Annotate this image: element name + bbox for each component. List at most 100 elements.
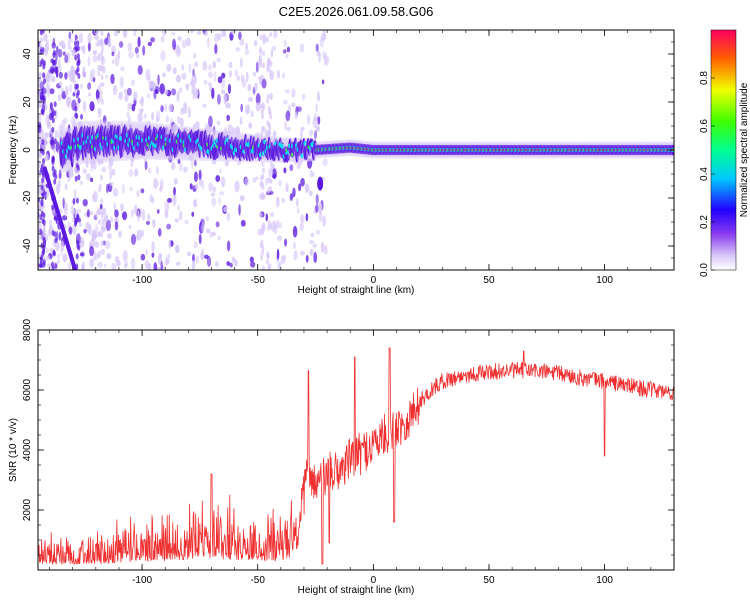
spectrogram-blob	[145, 68, 151, 81]
spectrogram-blob	[44, 132, 48, 138]
spectrogram-blob	[153, 262, 158, 270]
spectrogram-blob	[181, 64, 185, 71]
spectrogram-blob	[60, 40, 66, 49]
spectrogram-blob	[128, 51, 134, 59]
colorbar-ticks: 0.0 0.2 0.4 0.6 0.8	[699, 71, 715, 277]
spectrogram-blob	[164, 209, 169, 219]
spectrogram-blob	[269, 92, 273, 100]
spectrogram-streak	[99, 89, 103, 96]
spectrogram-blob	[80, 113, 84, 120]
spectrogram-streak	[42, 158, 46, 165]
spectrogram-streak	[262, 104, 266, 111]
spectrogram-streak	[262, 62, 266, 69]
spectrogram-blob	[68, 261, 71, 270]
spectrogram-streak	[97, 218, 101, 225]
spectrogram-blob	[124, 260, 129, 267]
x-tick-label: -100	[132, 275, 152, 286]
spectrogram-blob	[136, 234, 139, 242]
spectrogram-streak	[98, 209, 102, 216]
spectrogram-blob	[219, 191, 225, 196]
spectrogram-blob	[132, 91, 138, 101]
spectrogram-streak	[74, 175, 78, 182]
spectrogram-blob	[239, 195, 245, 202]
spectrogram-blob	[56, 183, 61, 195]
spectrogram-blob	[252, 71, 257, 77]
spectrogram-streak	[50, 112, 54, 119]
spectrogram-blob	[71, 49, 77, 57]
spectrogram-streak	[52, 171, 56, 178]
spectrogram-blob	[193, 159, 197, 167]
spectrogram-blob	[54, 129, 59, 139]
spectrogram-blob	[255, 176, 259, 181]
spectrogram-streak	[258, 46, 262, 53]
spectrogram-blob	[72, 92, 76, 97]
spectrogram-streak	[100, 197, 104, 204]
y-tick-label: 4000	[22, 438, 33, 461]
spectrogram-blob	[183, 168, 187, 174]
spectrogram-streak	[259, 212, 263, 219]
spectrogram-blob	[181, 72, 187, 80]
spectrogram-blob	[99, 203, 103, 210]
spectrogram-blob	[147, 167, 152, 174]
spectrogram-blob	[42, 227, 46, 233]
spectrogram-blob	[203, 79, 208, 86]
spectrogram-blob	[87, 82, 92, 90]
spectrogram-blob	[166, 253, 171, 259]
spectrogram-blob	[181, 39, 187, 49]
spectrogram-blob	[57, 58, 61, 70]
spectrogram-blob	[175, 261, 181, 266]
spectrogram-blob	[239, 38, 245, 46]
spectrogram-streak	[266, 93, 270, 100]
y-tick-label: 2000	[22, 498, 33, 521]
spectrogram-blob	[244, 105, 250, 115]
spectrogram-blob	[152, 218, 156, 228]
spectrogram-streak	[77, 174, 81, 181]
spectrogram-blob	[270, 49, 274, 58]
spectrogram-streak	[265, 259, 269, 266]
spectrogram-streak	[51, 165, 55, 172]
spectrogram-blob	[185, 37, 191, 47]
spectrogram-blob	[68, 226, 73, 235]
spectrogram-blob	[171, 162, 176, 171]
spectrogram-streak	[267, 176, 271, 183]
spectrogram-blob	[38, 186, 42, 196]
spectrogram-blob	[229, 70, 232, 78]
spectrogram-streak	[75, 113, 79, 120]
spectrogram-blob	[238, 31, 242, 40]
y-tick-label: -20	[22, 190, 33, 205]
spectrogram-streak	[75, 197, 79, 204]
spectrogram-blob	[222, 30, 227, 38]
x-tick-label: 0	[371, 575, 377, 586]
spectrogram-blob	[285, 53, 289, 59]
spectrogram-blob	[166, 223, 172, 230]
spectrogram-blob	[211, 197, 217, 207]
spectrogram-blob	[219, 168, 222, 174]
spectrogram-blob	[213, 70, 217, 83]
spectrogram-blob	[191, 84, 197, 93]
spectrogram-blob	[244, 177, 250, 187]
spectrogram-blob	[130, 257, 136, 270]
y-tick-label: 40	[22, 48, 33, 60]
x-tick-label: -50	[250, 575, 265, 586]
snr-panel: -100 -50 0 50 100 2000 4000 6000 8000 Height of …	[8, 318, 675, 596]
spectrogram-blob	[282, 72, 285, 79]
spectrogram-blob	[294, 112, 298, 120]
spectrogram-blob	[58, 81, 63, 87]
spectrogram-blob	[49, 88, 55, 95]
spectrogram-blob	[92, 55, 98, 63]
spectrogram-blob	[157, 74, 160, 86]
spectrogram-streak	[269, 31, 273, 38]
spectrogram-blob	[177, 115, 181, 124]
spectrogram-blob	[38, 113, 42, 125]
spectrogram-streak	[268, 130, 272, 137]
spectrogram-blob	[106, 183, 109, 194]
spectrogram-blob	[307, 114, 311, 125]
spectrogram-blob	[100, 248, 105, 255]
spectrogram-blob	[272, 168, 277, 180]
spectrogram-streak	[100, 55, 104, 62]
spectrogram-blob	[95, 88, 100, 101]
spectrogram-blob	[85, 221, 91, 232]
spectrogram-blob	[204, 254, 209, 260]
spectrogram-blob	[115, 30, 119, 37]
spectrogram-blob	[177, 204, 180, 211]
